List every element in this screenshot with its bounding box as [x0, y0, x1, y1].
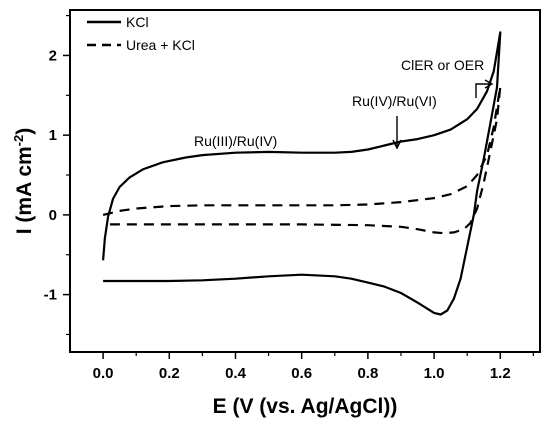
x-tick-label: 0.2	[159, 365, 180, 382]
x-tick-label: 0.8	[357, 365, 378, 382]
plot-frame	[69, 9, 541, 353]
y-tick-label: 0	[49, 207, 57, 224]
annotation-ru-iii-iv: Ru(III)/Ru(IV)	[194, 133, 277, 149]
x-tick-label: 1.2	[490, 365, 511, 382]
arrow-down-icon	[392, 116, 402, 150]
arrow-right-icon	[475, 79, 494, 98]
legend: KCl Urea + KCl	[87, 14, 195, 53]
legend-label-urea-kcl: Urea + KCl	[126, 37, 195, 53]
x-tick-label: 0.4	[225, 365, 247, 382]
axis-ticks: 0.0 0.2 0.4 0.6 0.8 1.0 1.2 -1 0 1 2	[44, 14, 534, 382]
legend-label-kcl: KCl	[126, 14, 149, 30]
series-line-kcl	[102, 31, 502, 316]
x-axis-title: E (V (vs. Ag/AgCl))	[213, 395, 398, 418]
series-line-urea-kcl	[102, 85, 502, 235]
y-axis-title: I (mA cm-2)	[11, 128, 36, 234]
annotation-ru-iv-vi: Ru(IV)/Ru(VI)	[352, 93, 437, 109]
annotation-cier-oer: ClER or OER	[401, 57, 484, 73]
annotations: Ru(III)/Ru(IV) Ru(IV)/Ru(VI) ClER or OER	[194, 57, 494, 150]
y-tick-label: -1	[44, 287, 57, 304]
y-tick-label: 2	[49, 47, 57, 64]
x-tick-label: 0.6	[291, 365, 312, 382]
series-layer	[102, 31, 502, 316]
x-tick-label: 0.0	[93, 365, 114, 382]
x-tick-label: 1.0	[424, 365, 445, 382]
y-tick-label: 1	[49, 127, 57, 144]
